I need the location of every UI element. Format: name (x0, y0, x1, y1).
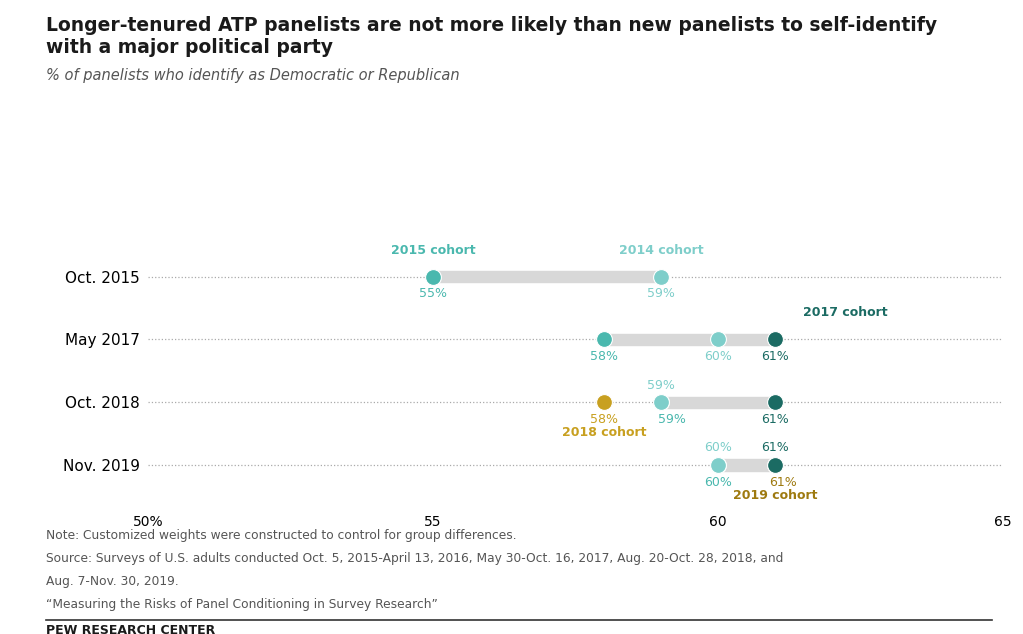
Text: 59%: 59% (647, 378, 675, 392)
Text: 59%: 59% (659, 413, 686, 426)
Text: Longer-tenured ATP panelists are not more likely than new panelists to self-iden: Longer-tenured ATP panelists are not mor… (46, 16, 937, 35)
Text: 2018 cohort: 2018 cohort (562, 426, 647, 439)
Text: 2019 cohort: 2019 cohort (732, 489, 817, 502)
Text: 61%: 61% (769, 476, 797, 489)
Text: with a major political party: with a major political party (46, 38, 333, 57)
Text: 2014 cohort: 2014 cohort (619, 243, 703, 257)
Text: Source: Surveys of U.S. adults conducted Oct. 5, 2015-April 13, 2016, May 30-Oct: Source: Surveys of U.S. adults conducted… (46, 552, 784, 566)
Point (710, 460, 726, 470)
Point (595, 398, 612, 408)
Text: 61%: 61% (761, 350, 789, 363)
Point (653, 398, 669, 408)
Point (710, 334, 726, 344)
Text: 60%: 60% (704, 476, 731, 489)
Point (653, 271, 669, 281)
Text: 59%: 59% (647, 287, 675, 301)
Text: 2017 cohort: 2017 cohort (803, 306, 888, 320)
Point (595, 334, 612, 344)
Text: % of panelists who identify as Democratic or Republican: % of panelists who identify as Democrati… (46, 68, 459, 83)
Text: PEW RESEARCH CENTER: PEW RESEARCH CENTER (46, 624, 215, 634)
Point (653, 398, 669, 408)
Text: 61%: 61% (761, 413, 789, 426)
Text: 55%: 55% (419, 287, 447, 301)
Point (766, 334, 783, 344)
Text: 60%: 60% (704, 441, 731, 455)
Text: “Measuring the Risks of Panel Conditioning in Survey Research”: “Measuring the Risks of Panel Conditioni… (46, 598, 438, 611)
Text: 60%: 60% (704, 350, 731, 363)
Point (766, 460, 783, 470)
Point (425, 271, 441, 281)
Text: 2015 cohort: 2015 cohort (391, 243, 476, 257)
Text: 58%: 58% (590, 413, 618, 426)
Text: Aug. 7-Nov. 30, 2019.: Aug. 7-Nov. 30, 2019. (46, 575, 179, 588)
Point (766, 460, 783, 470)
Text: 61%: 61% (761, 441, 789, 455)
Point (710, 460, 726, 470)
Text: Note: Customized weights were constructed to control for group differences.: Note: Customized weights were constructe… (46, 529, 517, 543)
Point (766, 398, 783, 408)
Text: 58%: 58% (590, 350, 618, 363)
